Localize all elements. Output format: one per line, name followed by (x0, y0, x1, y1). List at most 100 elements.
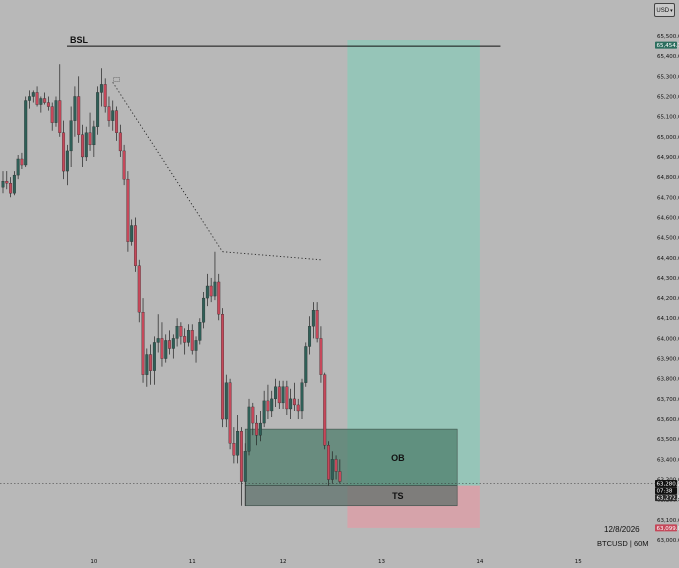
candle[interactable] (262, 390, 266, 428)
price-axis[interactable]: 65,500.0 65,400.0 65,300.0 65,200.0 65,100.0… (655, 34, 679, 544)
candle[interactable] (81, 124, 84, 168)
candle[interactable] (300, 378, 304, 420)
candle[interactable] (205, 273, 209, 307)
candle[interactable] (304, 342, 308, 387)
candle[interactable] (202, 292, 206, 329)
candle[interactable] (171, 334, 175, 359)
candle[interactable] (31, 90, 35, 103)
candle[interactable] (311, 302, 315, 339)
candle[interactable] (228, 378, 232, 450)
price-tag-ts[interactable]: 63,272.5 (655, 494, 679, 502)
currency-dropdown[interactable]: USD▾ (654, 3, 675, 17)
candle[interactable] (12, 171, 16, 196)
time-axis[interactable]: 10 11 12 13 14 15 (90, 559, 582, 565)
candle[interactable] (137, 259, 141, 323)
candle[interactable] (258, 410, 262, 442)
candle[interactable] (149, 344, 153, 385)
candle[interactable] (277, 380, 281, 409)
candle[interactable] (65, 144, 69, 186)
candle[interactable] (338, 459, 342, 484)
candle[interactable] (285, 380, 289, 416)
candle[interactable] (141, 298, 145, 383)
zone-ts[interactable] (244, 485, 458, 507)
candle[interactable] (236, 415, 240, 464)
candle[interactable] (266, 384, 270, 420)
candle[interactable] (111, 100, 115, 131)
candle[interactable] (327, 441, 330, 486)
dotted-line-2[interactable] (222, 251, 321, 261)
candle[interactable] (330, 451, 334, 484)
candle[interactable] (274, 378, 277, 407)
candle[interactable] (213, 251, 217, 301)
candle[interactable] (43, 92, 47, 105)
candle[interactable] (69, 106, 73, 168)
candle[interactable] (160, 322, 164, 367)
candle[interactable] (289, 388, 293, 420)
price-tag-current[interactable]: 07:38 (655, 487, 677, 495)
candle[interactable] (315, 302, 319, 343)
candle[interactable] (39, 96, 43, 113)
candle[interactable] (292, 382, 296, 411)
candle[interactable] (156, 314, 160, 353)
candle[interactable] (281, 380, 285, 409)
candle[interactable] (77, 76, 81, 143)
candle[interactable] (92, 120, 96, 157)
candle[interactable] (99, 68, 103, 107)
candle[interactable] (239, 427, 243, 506)
candle[interactable] (107, 96, 111, 127)
candle[interactable] (126, 171, 130, 252)
zone-ob[interactable] (244, 428, 458, 486)
candle[interactable] (84, 126, 88, 161)
candle[interactable] (35, 86, 39, 107)
candle[interactable] (133, 217, 137, 272)
candle[interactable] (28, 90, 31, 109)
candle[interactable] (46, 96, 50, 111)
candle[interactable] (323, 372, 327, 450)
candle[interactable] (5, 171, 9, 190)
price-tag-target[interactable]: 65,454.7 (655, 41, 679, 50)
candle[interactable] (319, 326, 323, 383)
price-tag-current[interactable]: 63,280.2 (655, 480, 679, 488)
candle[interactable] (1, 171, 5, 194)
candle[interactable] (232, 427, 236, 464)
candle[interactable] (296, 398, 300, 420)
candle[interactable] (224, 374, 228, 428)
candle[interactable] (186, 324, 190, 347)
candle[interactable] (122, 144, 126, 186)
candle[interactable] (198, 318, 202, 345)
candle[interactable] (115, 106, 119, 141)
candle[interactable] (243, 443, 247, 506)
candle[interactable] (103, 78, 107, 113)
candle[interactable] (179, 322, 183, 345)
candle[interactable] (152, 336, 156, 385)
candle[interactable] (175, 318, 179, 347)
candle[interactable] (217, 273, 221, 321)
candle[interactable] (145, 348, 149, 387)
candle[interactable] (62, 120, 66, 180)
candle[interactable] (194, 336, 198, 363)
candle[interactable] (190, 324, 194, 355)
price-tag-stop[interactable]: 63,099.0 (655, 524, 679, 532)
candle[interactable] (58, 64, 62, 137)
candle[interactable] (118, 124, 122, 157)
dotted-line-1[interactable] (112, 82, 223, 252)
candle[interactable] (247, 398, 251, 456)
candle[interactable] (255, 415, 259, 446)
candle[interactable] (221, 308, 224, 428)
candle[interactable] (183, 328, 187, 355)
candle[interactable] (16, 154, 20, 180)
candle[interactable] (270, 390, 274, 418)
candle[interactable] (209, 277, 213, 303)
candle[interactable] (130, 219, 134, 246)
candle[interactable] (164, 334, 168, 363)
candle[interactable] (54, 96, 58, 127)
candle[interactable] (50, 102, 54, 131)
candle[interactable] (88, 112, 92, 151)
zone-target[interactable] (347, 40, 480, 486)
candle[interactable] (251, 402, 255, 436)
candle[interactable] (334, 455, 338, 480)
candle[interactable] (24, 96, 28, 168)
anchor-marker[interactable] (113, 77, 120, 82)
candle[interactable] (9, 177, 13, 198)
